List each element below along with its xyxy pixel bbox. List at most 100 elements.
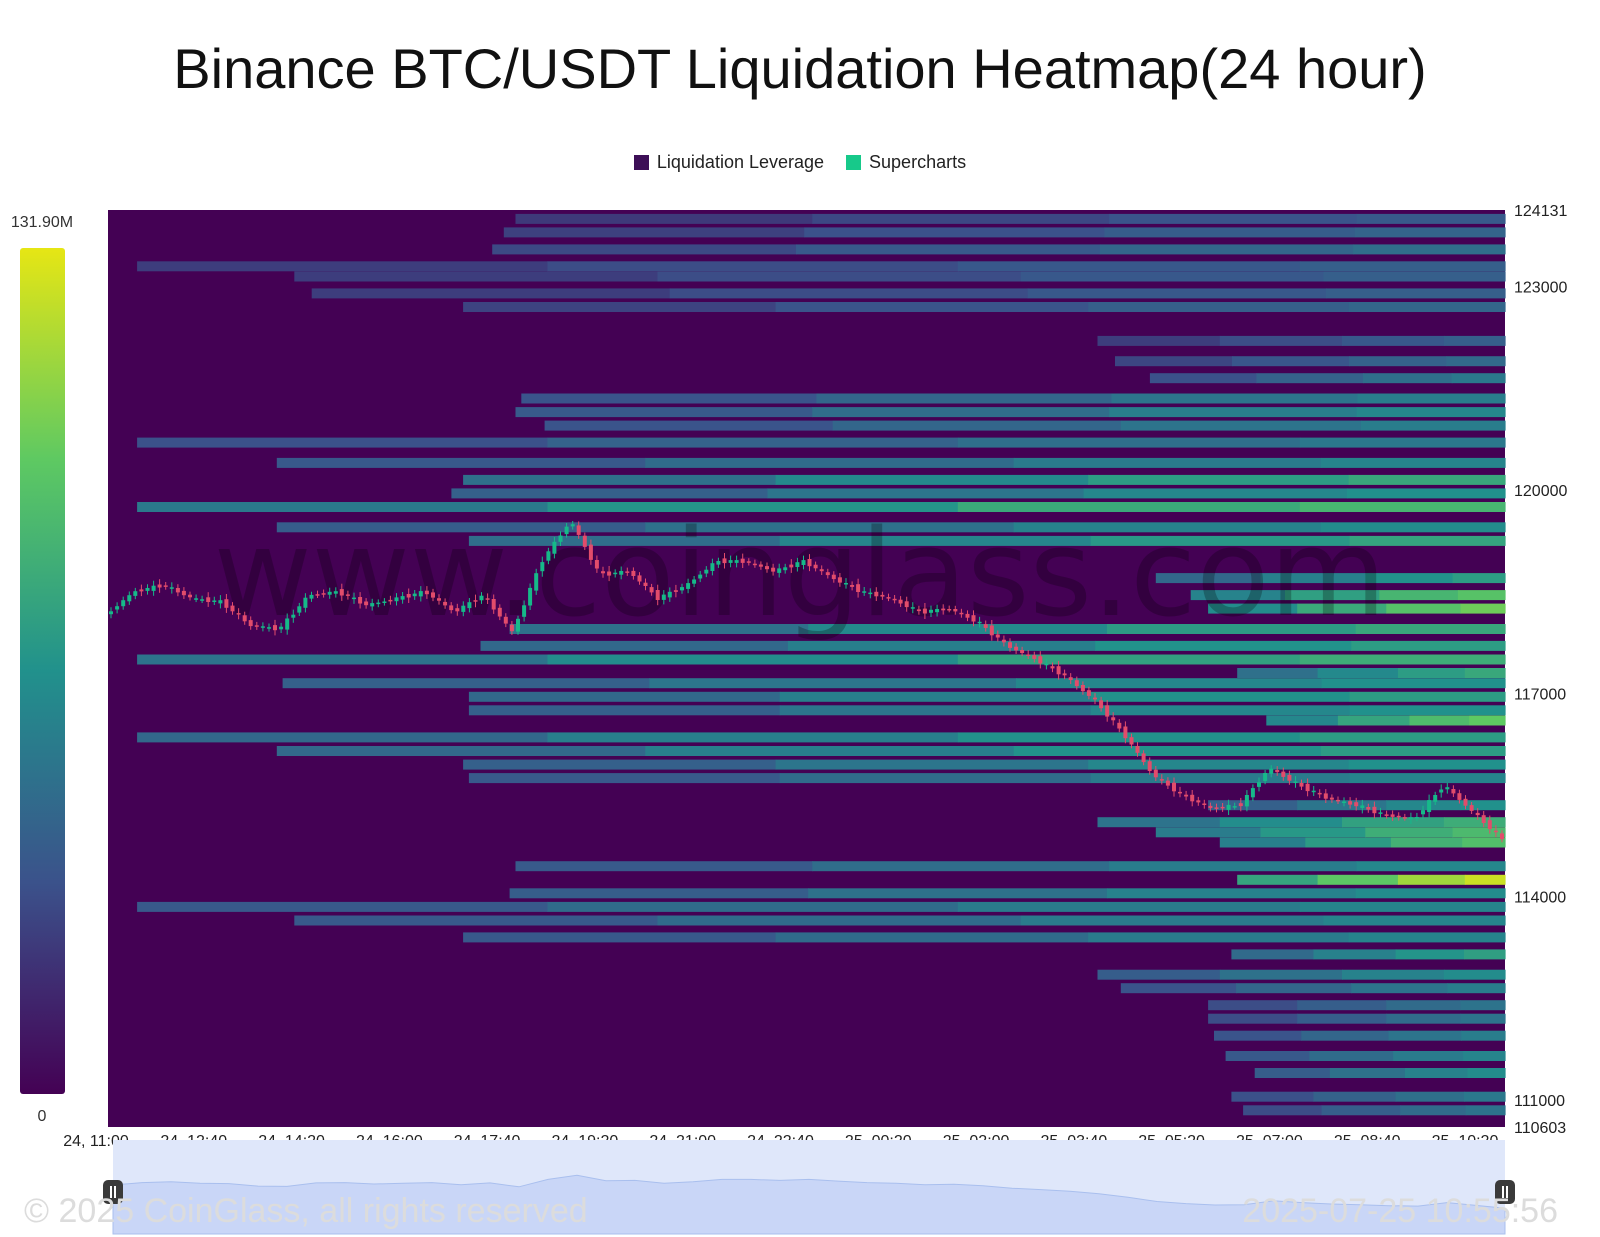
candle-body-44 [376, 602, 381, 605]
liquidation-band-40-seg-3 [1464, 874, 1506, 885]
candle-body-100 [716, 561, 721, 565]
candle-body-171 [1147, 761, 1152, 771]
candle-body-114 [801, 560, 806, 565]
liquidation-band-48-seg-3 [1460, 1000, 1506, 1011]
liquidation-band-44-seg-0 [463, 932, 777, 943]
liquidation-band-42-seg-2 [957, 901, 1301, 912]
legend-item-liquidation-leverage[interactable]: Liquidation Leverage [633, 152, 824, 173]
liquidation-band-23-seg-1 [808, 624, 1108, 634]
candle-body-134 [922, 608, 927, 614]
candle-body-12 [181, 590, 186, 596]
candle-body-130 [898, 599, 903, 604]
liquidation-band-41-seg-2 [1106, 888, 1357, 899]
range-navigator[interactable] [103, 1140, 1515, 1235]
candle-body-8 [157, 584, 162, 588]
candle-body-227 [1487, 820, 1492, 829]
candle-body-82 [607, 571, 612, 576]
liquidation-band-29-seg-3 [1349, 705, 1506, 716]
candle-body-51 [418, 591, 423, 597]
candle-body-223 [1463, 798, 1468, 806]
liquidation-band-44-seg-1 [775, 932, 1089, 943]
candle-body-108 [765, 566, 769, 570]
liquidation-band-22-seg-0 [1208, 603, 1298, 614]
liquidation-band-45-seg-2 [1395, 949, 1465, 960]
candle-body-15 [200, 599, 205, 601]
candle-body-201 [1329, 797, 1334, 800]
liquidation-band-53-seg-1 [1313, 1091, 1397, 1102]
liquidation-band-28-seg-1 [779, 691, 1092, 702]
liquidation-band-21-seg-2 [1379, 590, 1459, 601]
liquidation-band-24-seg-0 [480, 640, 789, 651]
candle-body-52 [424, 590, 429, 595]
liquidation-band-9-seg-2 [1363, 373, 1453, 384]
liquidation-band-39-seg-2 [1109, 861, 1358, 872]
candle-body-209 [1378, 812, 1383, 814]
liquidation-band-43-seg-1 [657, 915, 1022, 926]
legend-item-supercharts[interactable]: Supercharts [846, 152, 966, 173]
candle-body-183 [1220, 806, 1225, 809]
y-tick-label-5: 111000 [1514, 1093, 1565, 1110]
liquidation-band-8-seg-3 [1446, 356, 1506, 367]
liquidation-band-36-seg-1 [1219, 817, 1343, 828]
liquidation-band-19-seg-3 [1349, 535, 1506, 546]
liquidation-band-14-seg-2 [1013, 457, 1322, 468]
liquidation-band-25-seg-2 [957, 654, 1301, 665]
liquidation-band-37-seg-3 [1452, 827, 1506, 838]
candle-body-98 [704, 569, 709, 574]
liquidation-band-32-seg-3 [1320, 746, 1506, 756]
candle-body-157 [1062, 673, 1067, 676]
candle-body-203 [1342, 801, 1346, 803]
candle-body-196 [1299, 782, 1304, 787]
liquidation-band-0-seg-3 [1356, 213, 1506, 224]
candle-body-9 [163, 585, 168, 587]
liquidation-band-1-seg-3 [1354, 227, 1506, 238]
liquidation-band-15-seg-2 [1088, 474, 1350, 485]
candle-body-202 [1336, 799, 1340, 802]
liquidation-bands [137, 213, 1506, 1116]
liquidation-band-13-seg-2 [957, 437, 1301, 448]
candle-body-103 [734, 560, 739, 563]
candle-body-59 [467, 602, 472, 609]
navigator-right-handle[interactable] [1495, 1180, 1515, 1204]
navigator-left-handle[interactable] [103, 1180, 123, 1204]
liquidation-band-17-seg-1 [547, 502, 959, 512]
liquidation-band-1-seg-2 [1104, 227, 1356, 238]
liquidation-band-31-seg-1 [547, 732, 959, 743]
candle-body-124 [862, 591, 867, 593]
liquidation-band-9-seg-3 [1451, 373, 1506, 384]
y-tick-label-3: 117000 [1514, 686, 1566, 703]
candle-body-217 [1427, 800, 1432, 812]
candle-body-85 [625, 571, 630, 573]
candle-body-148 [1008, 642, 1012, 648]
candle-body-115 [807, 559, 812, 567]
candle-body-204 [1348, 801, 1353, 805]
liquidation-band-27-seg-3 [1321, 678, 1506, 689]
legend-swatch-supercharts [846, 155, 862, 170]
candle-body-188 [1250, 788, 1255, 798]
candle-body-31 [297, 606, 302, 613]
candle-body-101 [722, 558, 727, 564]
liquidation-band-50-seg-0 [1214, 1030, 1302, 1041]
liquidation-band-20-seg-1 [1260, 573, 1366, 584]
candle-body-27 [273, 625, 277, 631]
candle-body-113 [795, 562, 800, 567]
candle-body-92 [667, 591, 672, 598]
liquidation-band-32-seg-0 [276, 746, 646, 756]
liquidation-band-51-seg-1 [1309, 1051, 1394, 1061]
candle-body-72 [546, 551, 551, 561]
candle-body-5 [139, 589, 144, 592]
candle-body-127 [880, 594, 885, 597]
liquidation-band-35-seg-2 [1386, 800, 1462, 811]
liquidation-band-46-seg-2 [1342, 969, 1445, 980]
liquidation-band-7-seg-2 [1342, 335, 1445, 346]
liquidation-band-37-seg-0 [1155, 827, 1262, 838]
liquidation-band-34-seg-0 [468, 773, 781, 784]
candle-body-91 [661, 594, 666, 600]
candle-body-160 [1080, 685, 1085, 692]
candle-body-225 [1475, 812, 1480, 816]
y-tick-label-1: 123000 [1514, 280, 1567, 297]
liquidation-band-39-seg-3 [1356, 861, 1506, 872]
liquidation-band-18-seg-1 [645, 522, 1015, 533]
candle-body-111 [783, 567, 788, 571]
